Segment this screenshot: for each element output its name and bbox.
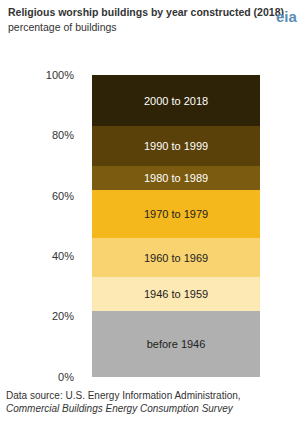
svg-text:Religious worship buildings by: Religious worship buildings by year cons… [8, 6, 284, 18]
svg-text:percentage of buildings: percentage of buildings [8, 21, 117, 33]
svg-text:1970 to 1979: 1970 to 1979 [144, 208, 208, 220]
svg-text:100%: 100% [46, 69, 74, 81]
svg-text:0%: 0% [58, 371, 74, 383]
svg-text:eia: eia [276, 8, 298, 25]
svg-text:80%: 80% [52, 129, 74, 141]
svg-text:1946 to 1959: 1946 to 1959 [144, 288, 208, 300]
svg-text:2000 to 2018: 2000 to 2018 [144, 95, 208, 107]
svg-text:1960 to 1969: 1960 to 1969 [144, 252, 208, 264]
svg-text:Data source: U.S. Energy Infor: Data source: U.S. Energy Information Adm… [6, 390, 241, 414]
svg-text:20%: 20% [52, 310, 74, 322]
svg-text:before 1946: before 1946 [147, 338, 206, 350]
svg-text:1990 to 1999: 1990 to 1999 [144, 140, 208, 152]
svg-text:40%: 40% [52, 250, 74, 262]
svg-text:60%: 60% [52, 190, 74, 202]
svg-text:1980 to 1989: 1980 to 1989 [144, 172, 208, 184]
